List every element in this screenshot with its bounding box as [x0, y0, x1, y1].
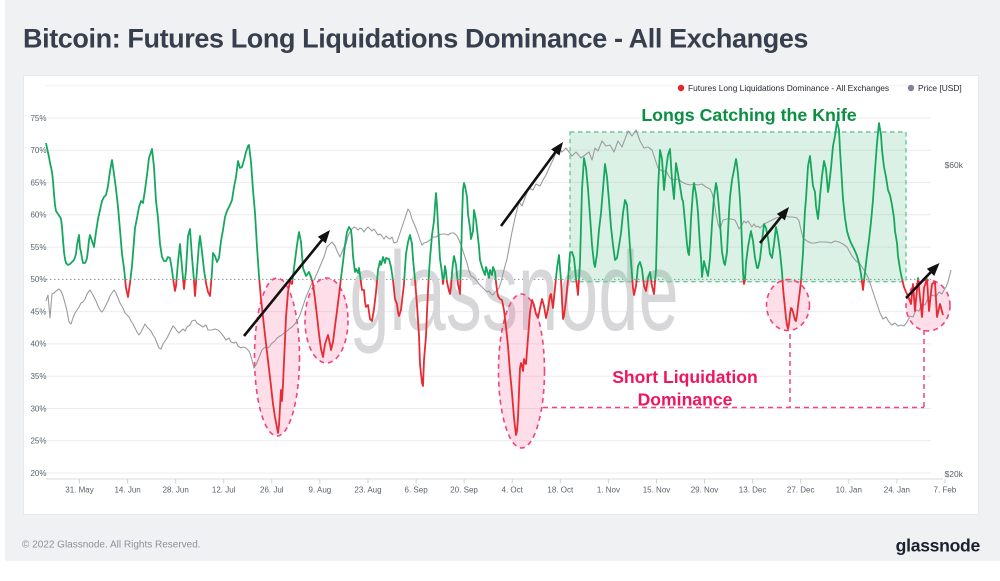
svg-text:© 2022 Glassnode. All Rights R: © 2022 Glassnode. All Rights Reserved.: [22, 540, 201, 551]
svg-text:glassnode: glassnode: [896, 536, 981, 556]
svg-text:6. Sep: 6. Sep: [405, 486, 429, 495]
svg-text:4. Oct: 4. Oct: [502, 486, 524, 495]
svg-text:75%: 75%: [30, 114, 46, 123]
svg-text:Bitcoin: Futures Long Liquidat: Bitcoin: Futures Long Liquidations Domin…: [23, 24, 808, 54]
svg-text:40%: 40%: [30, 340, 46, 349]
svg-text:23. Aug: 23. Aug: [354, 486, 381, 495]
svg-text:20%: 20%: [30, 469, 46, 478]
svg-text:27. Dec: 27. Dec: [787, 486, 815, 495]
svg-text:29. Nov: 29. Nov: [691, 486, 719, 495]
svg-text:Dominance: Dominance: [638, 390, 733, 410]
svg-text:45%: 45%: [30, 307, 46, 316]
svg-text:$20k: $20k: [945, 469, 964, 479]
svg-text:Short Liquidation: Short Liquidation: [612, 367, 758, 387]
svg-text:7. Feb: 7. Feb: [934, 486, 957, 495]
svg-text:26. Jul: 26. Jul: [260, 486, 284, 495]
svg-text:Futures Long Liquidations Domi: Futures Long Liquidations Dominance - Al…: [688, 83, 889, 93]
svg-text:50%: 50%: [30, 275, 46, 284]
svg-text:28. Jun: 28. Jun: [163, 486, 189, 495]
svg-text:12. Jul: 12. Jul: [212, 486, 236, 495]
svg-text:25%: 25%: [30, 437, 46, 446]
svg-text:18. Oct: 18. Oct: [547, 486, 574, 495]
svg-text:60%: 60%: [30, 211, 46, 220]
svg-text:Longs Catching the Knife: Longs Catching the Knife: [641, 105, 856, 125]
svg-text:70%: 70%: [30, 146, 46, 155]
svg-text:20. Sep: 20. Sep: [450, 486, 478, 495]
svg-text:65%: 65%: [30, 178, 46, 187]
svg-text:55%: 55%: [30, 243, 46, 252]
svg-text:1. Nov: 1. Nov: [597, 486, 620, 495]
svg-text:Price [USD]: Price [USD]: [918, 83, 962, 93]
svg-text:glassnode: glassnode: [349, 229, 678, 354]
svg-text:$60k: $60k: [945, 160, 964, 170]
svg-text:14. Jun: 14. Jun: [114, 486, 140, 495]
svg-text:30%: 30%: [30, 404, 46, 413]
svg-text:31. May: 31. May: [65, 486, 93, 495]
svg-text:9. Aug: 9. Aug: [309, 486, 332, 495]
svg-text:13. Dec: 13. Dec: [739, 486, 767, 495]
svg-text:10. Jan: 10. Jan: [836, 486, 862, 495]
svg-text:15. Nov: 15. Nov: [643, 486, 671, 495]
svg-text:24. Jan: 24. Jan: [884, 486, 910, 495]
svg-text:35%: 35%: [30, 372, 46, 381]
